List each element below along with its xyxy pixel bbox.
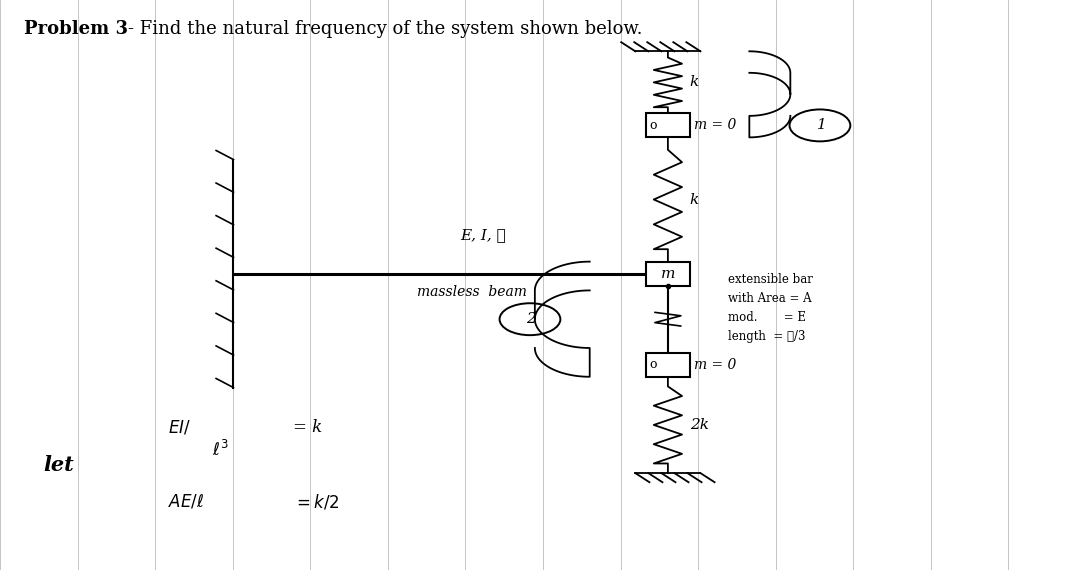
Text: = k: = k [293,419,323,436]
Text: - Find the natural frequency of the system shown below.: - Find the natural frequency of the syst… [128,20,643,38]
Text: massless  beam: massless beam [417,285,528,299]
Text: $AE/\ell$: $AE/\ell$ [168,492,204,511]
Text: 1: 1 [818,119,826,132]
Text: 2: 2 [527,312,535,326]
Text: m: m [660,267,675,280]
Text: k: k [690,193,699,206]
Bar [646,262,690,286]
Text: extensible bar
with Area = A
mod.       = E
length  = ℓ/3: extensible bar with Area = A mod. = E le… [728,273,812,343]
Text: o: o [649,119,656,132]
Text: let: let [43,454,74,475]
Bar [646,113,690,137]
Text: Problem 3: Problem 3 [24,20,128,38]
Text: E, I, ℓ: E, I, ℓ [460,228,506,242]
Text: m = 0: m = 0 [694,119,736,132]
Text: 2k: 2k [690,418,708,432]
Text: $EI/$: $EI/$ [168,418,191,437]
Text: $\ell^3$: $\ell^3$ [212,440,228,461]
Text: $= k/2$: $= k/2$ [293,492,339,511]
Bar [646,353,690,377]
Text: k: k [690,75,699,89]
Text: o: o [649,359,656,371]
Text: m = 0: m = 0 [694,358,736,372]
